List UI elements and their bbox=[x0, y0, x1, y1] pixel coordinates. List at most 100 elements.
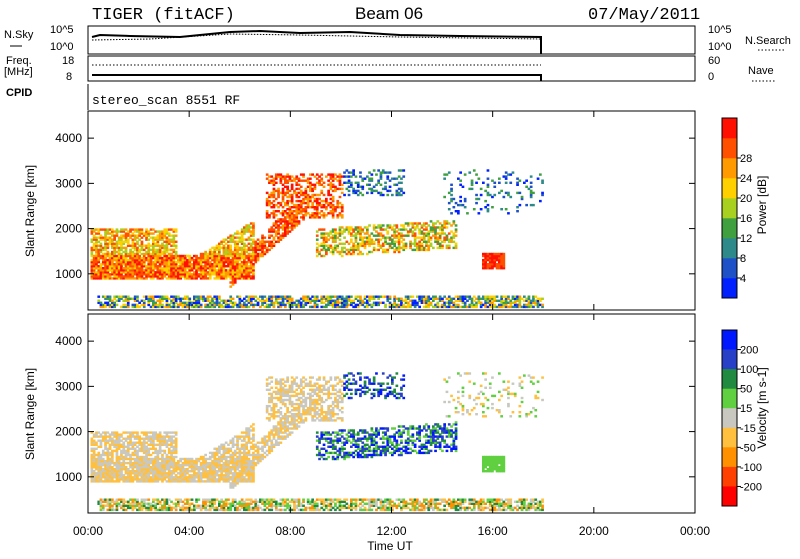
heatmap-cell bbox=[277, 298, 280, 300]
heatmap-cell bbox=[143, 257, 146, 259]
heatmap-cell bbox=[323, 306, 326, 308]
heatmap-cell bbox=[95, 241, 98, 243]
heatmap-cell bbox=[377, 232, 380, 234]
heatmap-cell bbox=[396, 235, 399, 237]
heatmap-cell bbox=[122, 478, 125, 480]
heatmap-cell bbox=[225, 275, 228, 277]
heatmap-cell bbox=[198, 505, 201, 507]
heatmap-cell bbox=[102, 468, 105, 470]
heatmap-cell bbox=[138, 228, 141, 230]
heatmap-cell bbox=[213, 507, 216, 509]
heatmap-cell bbox=[295, 222, 298, 224]
heatmap-cell bbox=[198, 298, 201, 300]
heatmap-cell bbox=[234, 501, 237, 503]
heatmap-cell bbox=[229, 247, 232, 249]
heatmap-cell bbox=[302, 200, 305, 202]
heatmap-cell bbox=[122, 296, 125, 298]
heatmap-cell bbox=[177, 275, 180, 277]
heatmap-cell bbox=[459, 180, 462, 182]
heatmap-cell bbox=[150, 503, 153, 505]
heatmap-cell bbox=[229, 263, 232, 265]
heatmap-cell bbox=[129, 460, 132, 462]
heatmap-cell bbox=[213, 302, 216, 304]
heatmap-cell bbox=[453, 220, 456, 222]
heatmap-cell bbox=[343, 228, 346, 230]
heatmap-cell bbox=[177, 304, 180, 306]
heatmap-cell bbox=[532, 204, 535, 206]
heatmap-cell bbox=[134, 478, 137, 480]
heatmap-cell bbox=[195, 257, 198, 259]
heatmap-cell bbox=[188, 503, 191, 505]
heatmap-cell bbox=[179, 263, 182, 265]
heatmap-cell bbox=[503, 253, 506, 255]
heatmap-cell bbox=[377, 241, 380, 243]
heatmap-cell bbox=[173, 503, 176, 505]
heatmap-cell bbox=[225, 448, 228, 450]
heatmap-cell bbox=[275, 220, 278, 222]
heatmap-cell bbox=[225, 509, 228, 511]
heatmap-cell bbox=[409, 222, 412, 224]
heatmap-cell bbox=[175, 228, 178, 230]
heatmap-cell bbox=[191, 460, 194, 462]
heatmap-cell bbox=[132, 304, 135, 306]
heatmap-cell bbox=[227, 247, 230, 249]
heatmap-cell bbox=[316, 230, 319, 232]
heatmap-cell bbox=[266, 304, 269, 306]
heatmap-cell bbox=[393, 251, 396, 253]
heatmap-cell bbox=[95, 442, 98, 444]
heatmap-cell bbox=[368, 251, 371, 253]
heatmap-cell bbox=[179, 257, 182, 259]
heatmap-cell bbox=[102, 431, 105, 433]
heatmap-cell bbox=[309, 178, 312, 180]
heatmap-cell bbox=[359, 251, 362, 253]
heatmap-cell bbox=[234, 251, 237, 253]
heatmap-cell bbox=[480, 208, 483, 210]
heatmap-cell bbox=[227, 241, 230, 243]
heatmap-cell bbox=[443, 196, 446, 198]
heatmap-cell bbox=[295, 175, 298, 177]
heatmap-cell bbox=[216, 247, 219, 249]
heatmap-cell bbox=[109, 296, 112, 298]
heatmap-cell bbox=[364, 178, 367, 180]
heatmap-cell bbox=[113, 501, 116, 503]
heatmap-cell bbox=[127, 468, 130, 470]
heatmap-cell bbox=[330, 210, 333, 212]
heatmap-cell bbox=[122, 442, 125, 444]
heatmap-cell bbox=[220, 255, 223, 257]
heatmap-cell bbox=[229, 503, 232, 505]
heatmap-cell bbox=[459, 200, 462, 202]
heatmap-cell bbox=[286, 220, 289, 222]
heatmap-cell bbox=[118, 472, 121, 474]
heatmap-cell bbox=[261, 235, 264, 237]
heatmap-cell bbox=[236, 507, 239, 509]
heatmap-cell bbox=[227, 300, 230, 302]
heatmap-cell bbox=[225, 300, 228, 302]
heatmap-cell bbox=[173, 431, 176, 433]
heatmap-cell bbox=[252, 263, 255, 265]
heatmap-cell bbox=[225, 243, 228, 245]
heatmap-cell bbox=[380, 247, 383, 249]
heatmap-cell bbox=[245, 251, 248, 253]
heatmap-cell bbox=[157, 235, 160, 237]
heatmap-cell bbox=[300, 180, 303, 182]
heatmap-cell bbox=[389, 224, 392, 226]
heatmap-cell bbox=[207, 478, 210, 480]
heatmap-cell bbox=[293, 178, 296, 180]
heatmap-cell bbox=[159, 478, 162, 480]
heatmap-cell bbox=[409, 296, 412, 298]
heatmap-cell bbox=[204, 251, 207, 253]
heatmap-cell bbox=[102, 304, 105, 306]
heatmap-cell bbox=[138, 460, 141, 462]
heatmap-cell bbox=[179, 460, 182, 462]
heatmap-cell bbox=[475, 182, 478, 184]
heatmap-cell bbox=[170, 507, 173, 509]
colorbar-segment bbox=[722, 278, 737, 298]
heatmap-cell bbox=[252, 269, 255, 271]
heatmap-cell bbox=[341, 296, 344, 298]
heatmap-cell bbox=[220, 507, 223, 509]
heatmap-cell bbox=[168, 472, 171, 474]
heatmap-cell bbox=[239, 253, 242, 255]
heatmap-cell bbox=[182, 478, 185, 480]
heatmap-cell bbox=[111, 235, 114, 237]
heatmap-cell bbox=[229, 478, 232, 480]
